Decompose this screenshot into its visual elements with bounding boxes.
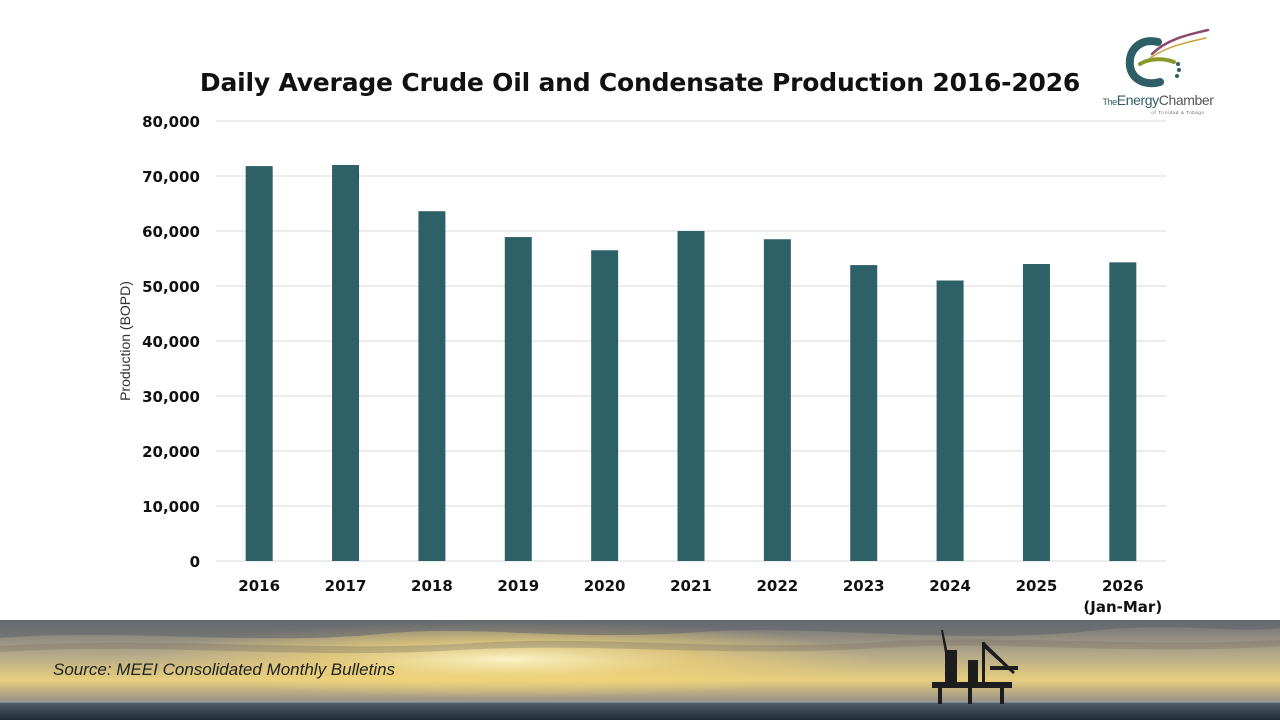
bar <box>1022 264 1050 561</box>
bar <box>677 231 705 561</box>
y-tick-label: 60,000 <box>142 223 200 241</box>
bar <box>850 265 878 561</box>
x-tick-label: 2022 <box>756 577 798 595</box>
logo-chamber: Chamber <box>1158 92 1214 108</box>
bar <box>418 211 446 561</box>
y-tick-label: 30,000 <box>142 388 200 406</box>
source-note: Source: MEEI Consolidated Monthly Bullet… <box>53 660 396 679</box>
oil-rig-sunset-banner <box>0 620 1280 720</box>
x-tick-label: 2019 <box>497 577 539 595</box>
bar <box>591 250 619 561</box>
bar <box>245 166 273 561</box>
logo-the: The <box>1102 97 1117 107</box>
oil-rig-silhouette-icon <box>932 630 1018 704</box>
energy-chamber-logo: TheEnergyChamber of Trinidad & Tobago <box>1088 28 1228 120</box>
x-tick-label: 2018 <box>411 577 453 595</box>
x-tick-label: 2024 <box>929 577 971 595</box>
x-tick-label: 2025 <box>1016 577 1058 595</box>
banner-image <box>0 620 1280 720</box>
logo-wordmark: TheEnergyChamber <box>1088 92 1228 108</box>
y-tick-label: 10,000 <box>142 498 200 516</box>
y-tick-label: 40,000 <box>142 333 200 351</box>
x-tick-label: 2026 <box>1102 577 1144 595</box>
x-tick-label: 2017 <box>325 577 367 595</box>
logo-energy: Energy <box>1116 92 1159 108</box>
y-tick-label: 20,000 <box>142 443 200 461</box>
bar <box>1109 262 1137 561</box>
logo-subtitle: of Trinidad & Tobago <box>1151 110 1205 115</box>
x-tick-label: 2016 <box>238 577 280 595</box>
x-tick-label: 2023 <box>843 577 885 595</box>
bar <box>763 239 791 561</box>
chart-title-text: Daily Average Crude Oil and Condensate P… <box>199 68 1081 97</box>
energy-chamber-logo-icon <box>1125 28 1210 88</box>
y-tick-label: 50,000 <box>142 278 200 296</box>
bar-chart: 0 10,000 20,000 30,000 40,000 50,000 60,000 70,… <box>117 113 1166 616</box>
x-tick-label: 2021 <box>670 577 712 595</box>
y-tick-label: 70,000 <box>142 168 200 186</box>
bar <box>332 165 360 561</box>
y-tick-label: 80,000 <box>142 113 200 131</box>
x-tick-label: 2020 <box>584 577 626 595</box>
y-tick-label: 0 <box>190 553 200 571</box>
bar <box>936 280 964 561</box>
y-axis-label: Production (BOPD) <box>117 281 133 401</box>
x-tick-label: (Jan-Mar) <box>1083 598 1162 616</box>
bar <box>504 237 532 562</box>
chart-title: Daily Average Crude Oil and Condensate P… <box>0 68 1280 97</box>
